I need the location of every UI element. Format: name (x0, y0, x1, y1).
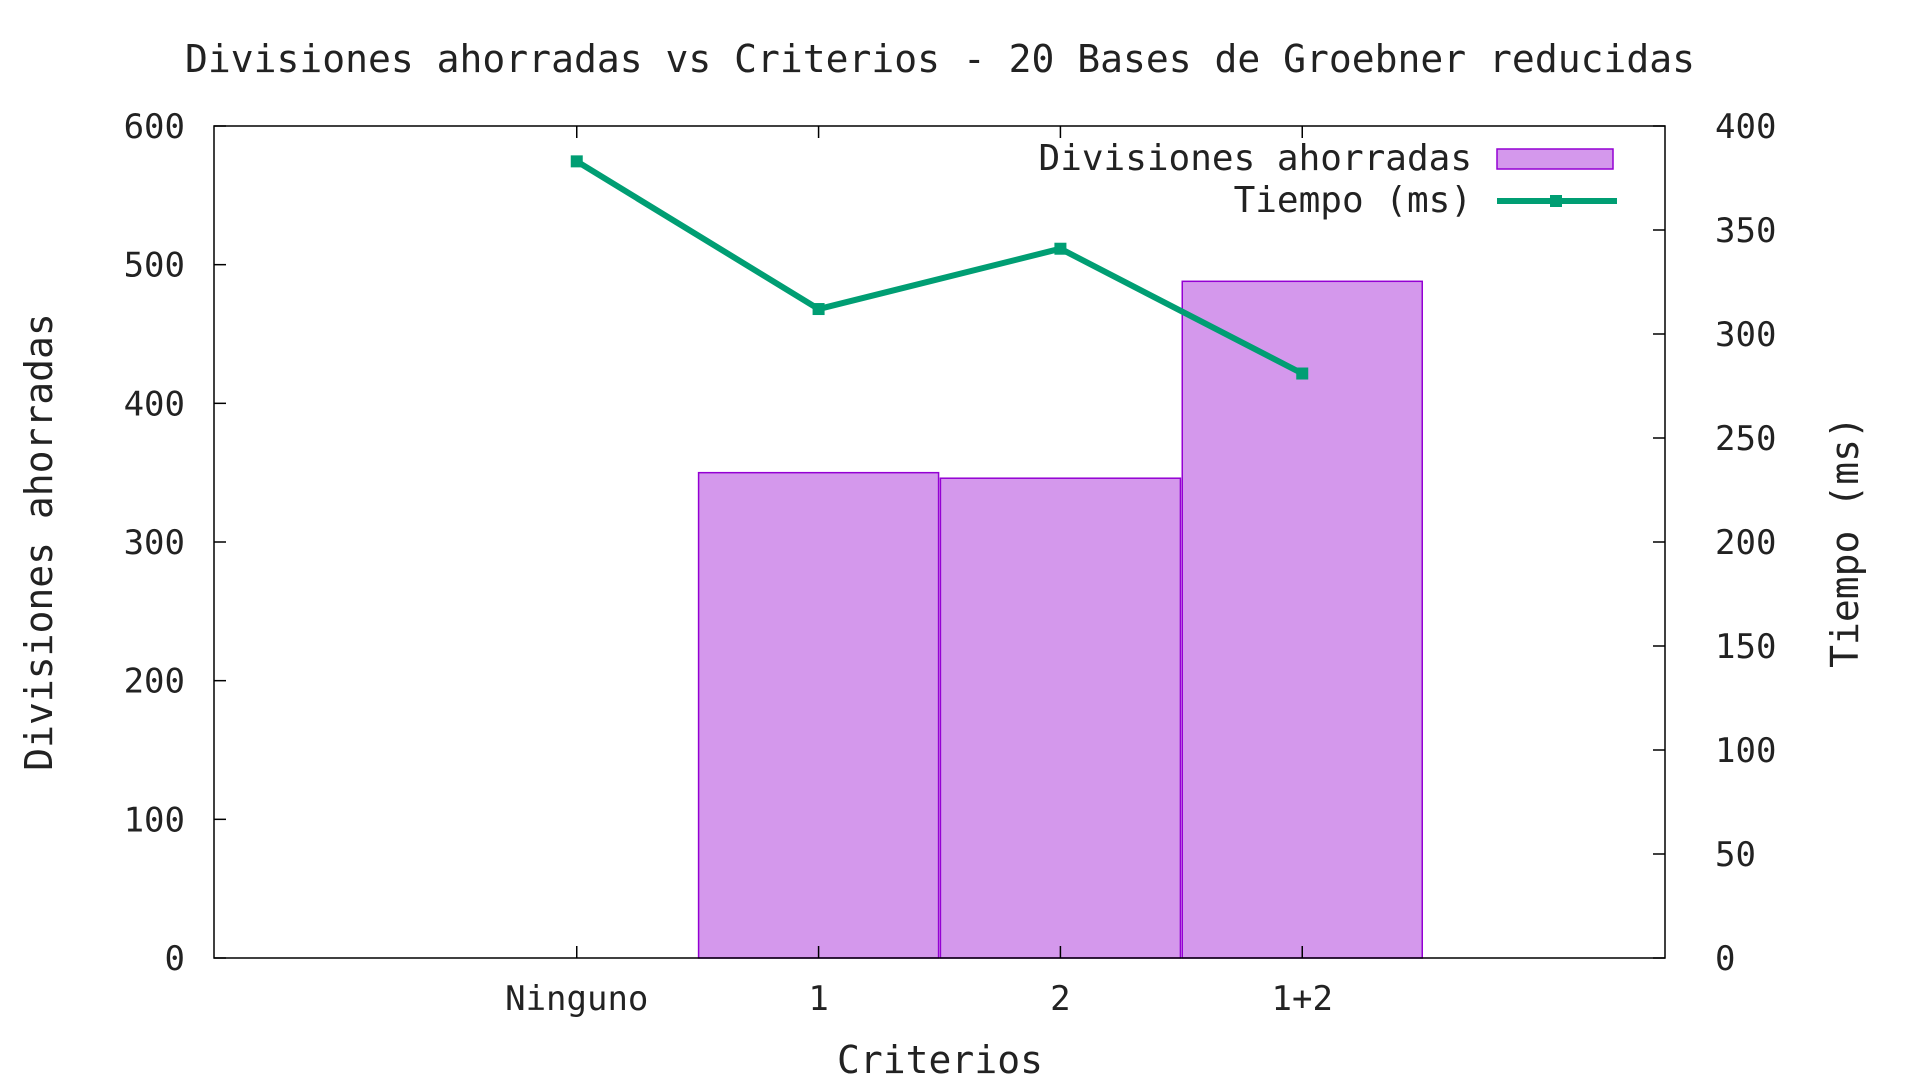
line-series-group (570, 155, 1309, 380)
legend-marker-tiempo (1550, 195, 1562, 207)
y-tick-label: 200 (124, 662, 185, 702)
bar-1 (697, 471, 940, 959)
y2-tick-label: 350 (1715, 211, 1776, 251)
y2-axis-title: Tiempo (ms) (1823, 416, 1867, 668)
y2-tick-label: 250 (1715, 419, 1776, 459)
y-axis-title: Divisiones ahorradas (17, 313, 61, 771)
y2-tick-label: 150 (1715, 627, 1776, 667)
tiempo-point-1 (812, 303, 825, 316)
bar-3 (1181, 280, 1423, 959)
plot-frame (213, 125, 1666, 959)
bar-group (697, 280, 1423, 959)
legend-label-divisiones: Divisiones ahorradas (1039, 138, 1472, 179)
y-tick-label: 300 (124, 523, 185, 563)
y-tick-label: 100 (124, 800, 185, 840)
tiempo-line (575, 158, 1304, 377)
y2-tick-label: 50 (1715, 835, 1756, 875)
x-axis-title: Criterios (837, 1038, 1043, 1080)
y2-tick-label: 200 (1715, 523, 1776, 563)
y-tick-label: 0 (165, 939, 185, 979)
legend: Divisiones ahorradas Tiempo (ms) (1039, 138, 1617, 221)
left-axis-ticks: 0 100 200 300 400 500 600 (124, 107, 226, 979)
legend-swatch-divisiones (1496, 148, 1614, 170)
y2-tick-label: 0 (1715, 939, 1735, 979)
x-tick-label: 1+2 (1272, 979, 1333, 1019)
y2-tick-label: 100 (1715, 731, 1776, 771)
y-tick-label: 600 (124, 107, 185, 147)
y-tick-label: 400 (124, 384, 185, 424)
tiempo-point-0 (570, 155, 583, 168)
tiempo-point-3 (1296, 367, 1309, 380)
y-tick-label: 500 (124, 246, 185, 286)
x-tick-label: Ninguno (505, 979, 648, 1019)
x-tick-label: 2 (1050, 979, 1070, 1019)
y2-tick-label: 400 (1715, 107, 1776, 147)
x-tick-label: 1 (808, 979, 828, 1019)
tiempo-point-2 (1054, 242, 1067, 255)
bar-2 (939, 477, 1182, 959)
legend-label-tiempo: Tiempo (ms) (1234, 180, 1472, 221)
chart-title: Divisiones ahorradas vs Criterios - 20 B… (185, 37, 1695, 81)
x-axis-ticks: Ninguno 1 2 1+2 (505, 126, 1333, 1019)
y2-tick-label: 300 (1715, 315, 1776, 355)
right-axis-ticks: 0 50 100 150 200 250 300 350 400 (1653, 107, 1776, 979)
